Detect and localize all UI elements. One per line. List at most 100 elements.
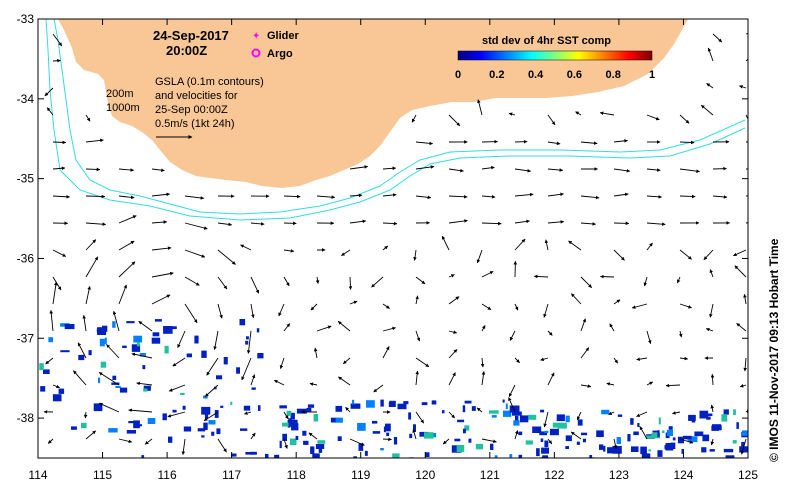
- velocity-arrow: [203, 411, 219, 422]
- sst-patch: [617, 414, 623, 417]
- sst-patch: [330, 417, 340, 423]
- velocity-arrow: [382, 437, 392, 442]
- velocity-arrow: [52, 166, 66, 171]
- velocity-arrow: [508, 112, 516, 116]
- sst-patch: [725, 455, 735, 458]
- velocity-arrow: [448, 411, 456, 419]
- velocity-arrow: [448, 274, 455, 278]
- sst-patch: [99, 338, 105, 347]
- velocity-arrow: [646, 381, 654, 386]
- sst-patch: [182, 405, 186, 410]
- gsla-note-line2: and velocities for: [155, 90, 238, 102]
- velocity-arrow: [646, 114, 660, 121]
- sst-patch: [389, 400, 396, 407]
- velocity-arrow: [413, 249, 417, 261]
- velocity-arrow: [547, 372, 555, 386]
- credit-text: © IMOS 11-Nov-2017 09:13 Hobart Time: [767, 238, 781, 462]
- colorbar: std dev of 4hr SST comp 0 0.2 0.4 0.6 0.8 1: [455, 35, 655, 81]
- sst-patch: [556, 414, 565, 422]
- velocity-arrow: [547, 330, 553, 336]
- velocity-arrow: [52, 140, 67, 145]
- velocity-arrow: [514, 192, 534, 197]
- sst-patch: [431, 400, 437, 405]
- sst-patch: [201, 406, 211, 415]
- velocity-arrow: [710, 404, 715, 413]
- velocity-arrow: [514, 219, 530, 224]
- sst-patch: [245, 452, 254, 455]
- sst-patch: [236, 367, 240, 374]
- velocity-arrow: [151, 294, 171, 305]
- sst-patch: [183, 426, 192, 432]
- sst-patch: [168, 436, 173, 443]
- sst-patch: [312, 453, 320, 458]
- velocity-arrow: [184, 303, 198, 324]
- velocity-arrow: [382, 303, 390, 309]
- velocity-arrow: [85, 285, 91, 305]
- sst-patch: [133, 335, 143, 343]
- sst-patch: [48, 337, 53, 343]
- velocity-arrow: [476, 407, 483, 413]
- sst-patch: [93, 403, 103, 412]
- velocity-arrow: [283, 276, 290, 287]
- sst-patch: [274, 454, 280, 458]
- velocity-arrow: [646, 242, 653, 251]
- velocity-arrow: [514, 238, 526, 251]
- sst-patch: [366, 400, 375, 408]
- sst-patch: [641, 453, 651, 458]
- velocity-arrow: [349, 193, 363, 198]
- sst-patch: [245, 340, 249, 345]
- velocity-arrow: [646, 330, 652, 344]
- sst-patch: [505, 403, 508, 409]
- velocity-arrow: [371, 276, 384, 288]
- sst-patch: [491, 415, 497, 418]
- velocity-arrow: [349, 300, 358, 305]
- velocity-arrow: [316, 325, 332, 332]
- sst-patch: [512, 411, 522, 416]
- sst-patch: [403, 401, 409, 405]
- velocity-arrow: [636, 411, 648, 417]
- sst-patch: [442, 410, 445, 414]
- sst-patch: [98, 377, 101, 384]
- sst-patch: [350, 403, 361, 409]
- sst-patch: [408, 412, 411, 420]
- sst-patch: [97, 327, 107, 335]
- velocity-arrow: [345, 406, 351, 413]
- velocity-arrow: [448, 330, 458, 334]
- velocity-arrow: [283, 249, 295, 253]
- velocity-arrow: [217, 276, 228, 290]
- velocity-arrow: [481, 325, 486, 332]
- velocity-arrow: [411, 114, 417, 123]
- land-mass-north: [84, 19, 108, 66]
- sst-patch: [424, 432, 434, 439]
- velocity-arrow: [415, 295, 419, 305]
- velocity-arrow: [609, 323, 615, 332]
- sst-patch: [541, 447, 549, 454]
- colorbar-ticks: 0 0.2 0.4 0.6 0.8 1: [455, 69, 655, 81]
- velocity-arrow: [415, 330, 421, 342]
- sst-patch: [143, 388, 148, 392]
- sst-patch: [40, 386, 46, 392]
- sst-patch: [315, 444, 325, 449]
- velocity-arrow: [213, 330, 219, 351]
- sst-patch: [310, 446, 315, 454]
- sst-patch: [131, 344, 141, 352]
- velocity-arrow: [533, 274, 549, 279]
- velocity-arrow: [580, 318, 587, 332]
- x-tick-label: 122: [544, 468, 564, 482]
- isobath-200m: [53, 19, 746, 215]
- sst-patch: [733, 409, 736, 416]
- velocity-arrow: [273, 379, 285, 386]
- land-mass: [38, 19, 688, 188]
- sst-patch: [302, 430, 307, 436]
- velocity-arrow: [85, 138, 104, 143]
- velocity-arrow: [217, 249, 236, 265]
- sst-patch: [358, 443, 364, 451]
- velocity-arrow: [349, 438, 365, 446]
- x-tick-label: 118: [287, 468, 306, 482]
- velocity-arrow: [477, 99, 483, 116]
- colorbar-tick-label: 0: [455, 69, 461, 81]
- sst-patch: [256, 328, 260, 333]
- gsla-note-line1: GSLA (0.1m contours): [155, 76, 264, 88]
- velocity-arrow: [85, 194, 106, 199]
- sst-patch: [577, 419, 583, 426]
